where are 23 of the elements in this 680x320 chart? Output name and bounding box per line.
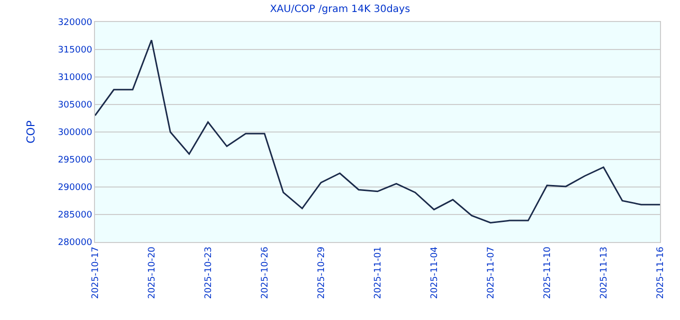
x-tick-label: 2025-10-26 bbox=[260, 246, 270, 299]
y-tick-label: 290000 bbox=[58, 183, 92, 194]
x-tick-label: 2025-11-04 bbox=[430, 246, 440, 299]
y-tick-label: 315000 bbox=[58, 46, 92, 56]
x-tick-label: 2025-11-13 bbox=[599, 246, 610, 299]
x-tick-label: 2025-10-17 bbox=[90, 246, 101, 299]
line-series bbox=[95, 39, 660, 224]
x-tick-label: 2025-10-23 bbox=[204, 246, 214, 299]
y-tick-label: 285000 bbox=[58, 210, 92, 221]
y-tick-label: 310000 bbox=[58, 73, 92, 84]
y-tick-label: 295000 bbox=[58, 156, 92, 166]
y-axis-title: COP bbox=[24, 120, 38, 144]
y-tick-label: 320000 bbox=[58, 18, 92, 28]
y-tick-label: 300000 bbox=[58, 128, 92, 138]
y-tick-label: 305000 bbox=[58, 100, 92, 111]
x-tick-label: 2025-11-07 bbox=[486, 246, 496, 299]
x-tick-label: 2025-10-29 bbox=[316, 246, 327, 299]
x-tick-label: 2025-11-16 bbox=[656, 246, 666, 299]
x-tick-label: 2025-11-01 bbox=[373, 246, 384, 299]
x-tick-label: 2025-10-20 bbox=[147, 246, 158, 299]
y-tick-label: 280000 bbox=[58, 238, 92, 248]
x-tick-label: 2025-11-10 bbox=[542, 246, 553, 299]
chart-title: XAU/COP /gram 14K 30days bbox=[270, 4, 410, 15]
